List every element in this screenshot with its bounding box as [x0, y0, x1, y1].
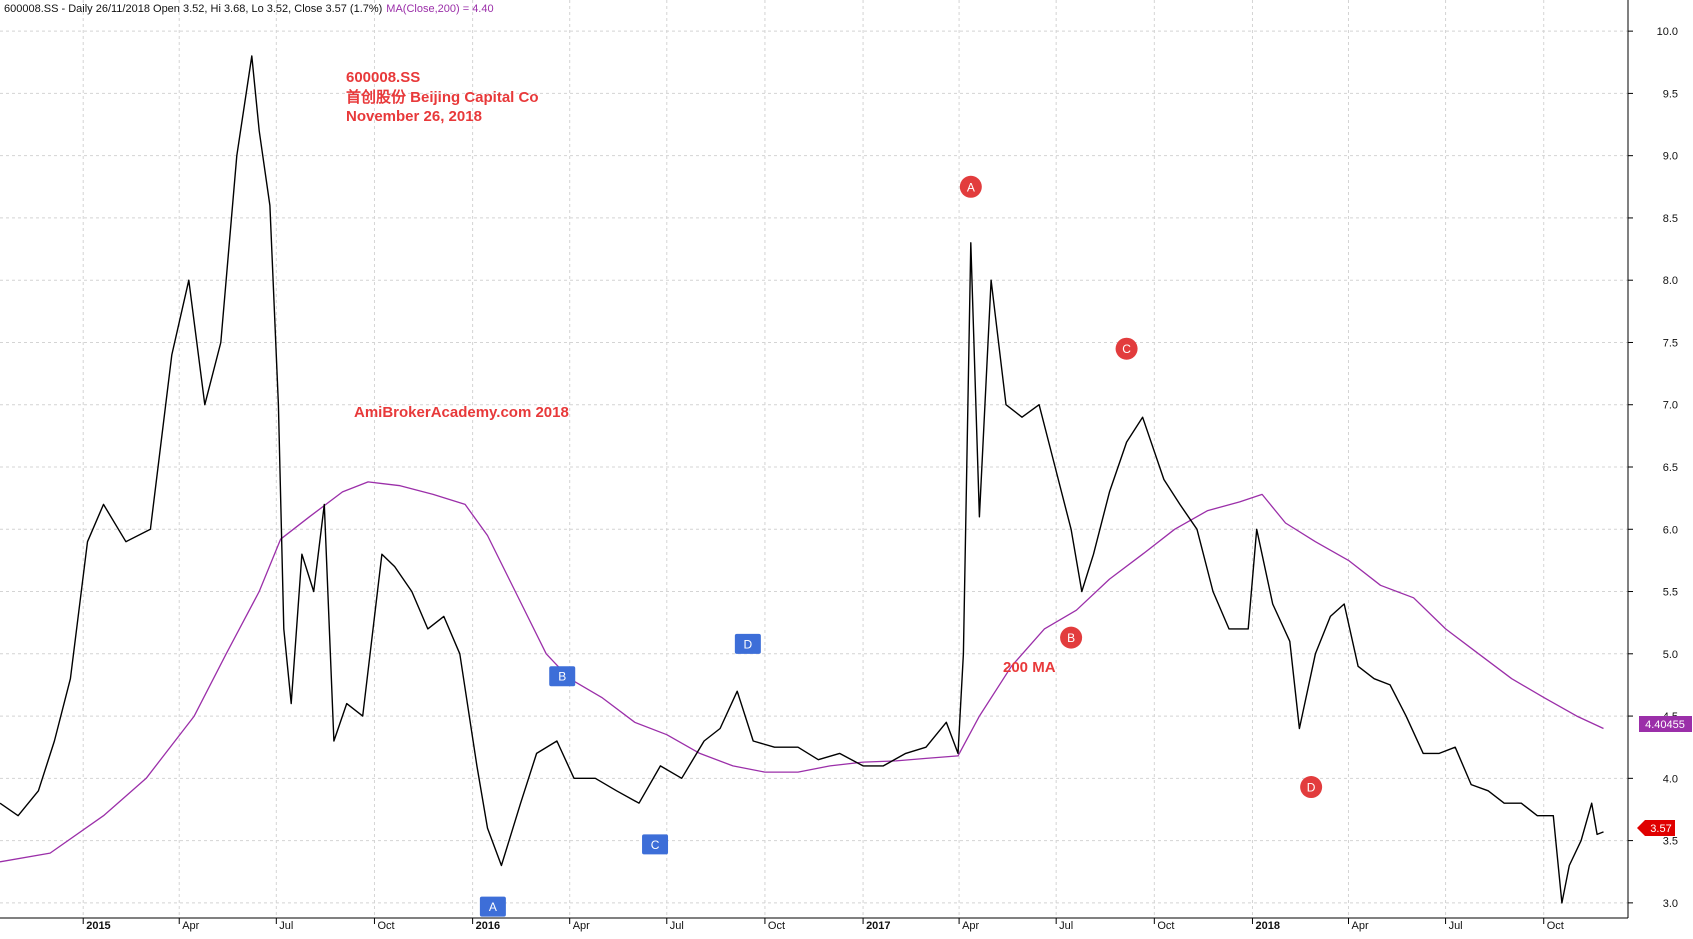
x-tick-label: Apr — [962, 920, 979, 932]
annotation-date: November 26, 2018 — [346, 108, 482, 125]
marker-box — [479, 896, 506, 917]
y-tick-label: 8.0 — [1663, 275, 1678, 287]
marker-box — [549, 666, 576, 687]
last-price-text: 3.57 — [1650, 823, 1671, 835]
marker-label: B — [558, 670, 566, 684]
y-tick-label: 9.0 — [1663, 151, 1678, 163]
header-symbol-text: 600008.SS - Daily 26/11/2018 Open 3.52, … — [4, 3, 382, 15]
marker-box-d: D — [734, 633, 761, 654]
y-tick-label: 7.0 — [1663, 400, 1678, 412]
y-tick-label: 6.5 — [1663, 462, 1678, 474]
x-tick-label: Jul — [279, 920, 293, 932]
x-tick-label: 2015 — [86, 920, 110, 932]
marker-circle-b: B — [1060, 626, 1083, 649]
x-tick-label: Apr — [182, 920, 199, 932]
marker-label: A — [967, 180, 975, 194]
x-tick-label: 2016 — [476, 920, 500, 932]
y-tick-label: 7.5 — [1663, 337, 1678, 349]
annotation-ma-label: 200 MA — [1003, 659, 1056, 676]
marker-circle — [1300, 776, 1323, 799]
marker-box-b: B — [549, 666, 576, 687]
y-tick-label: 3.5 — [1663, 836, 1678, 848]
price-line — [0, 55, 1604, 904]
marker-box — [642, 834, 669, 855]
marker-circle — [1115, 337, 1138, 360]
x-tick-label: Apr — [573, 920, 590, 932]
ma-200-line — [0, 481, 1604, 863]
header-ma-text: MA(Close,200) = 4.40 — [386, 3, 493, 15]
price-layer — [0, 55, 1604, 904]
grid-layer — [0, 0, 1628, 918]
marker-label: D — [744, 637, 753, 651]
marker-box — [734, 633, 761, 654]
marker-label: B — [1067, 631, 1075, 645]
y-tick-label: 10.0 — [1657, 26, 1678, 38]
x-tick-label: Jul — [670, 920, 684, 932]
y-tick-label: 5.5 — [1663, 587, 1678, 599]
marker-box-a: A — [479, 896, 506, 917]
x-tick-label: 2017 — [866, 920, 890, 932]
marker-circle — [1060, 626, 1083, 649]
marker-label: D — [1307, 781, 1316, 795]
x-tick-label: Jul — [1449, 920, 1463, 932]
y-tick-label: 8.5 — [1663, 213, 1678, 225]
marker-layer: A C B D B D C A — [479, 175, 1323, 917]
marker-box-c: C — [642, 834, 669, 855]
x-tick-label: Oct — [1547, 920, 1564, 932]
ma-value-badge: 4.40455 — [1639, 716, 1692, 732]
marker-circle-a: A — [959, 175, 982, 198]
ma-layer — [0, 481, 1604, 863]
y-tick-label: 4.0 — [1663, 773, 1678, 785]
marker-label: C — [1122, 342, 1131, 356]
y-tick-label: 5.0 — [1663, 649, 1678, 661]
last-price-badge: 3.57 — [1637, 820, 1675, 836]
marker-circle — [959, 175, 982, 198]
y-tick-label: 6.0 — [1663, 524, 1678, 536]
x-tick-label: 2018 — [1255, 920, 1279, 932]
marker-label: C — [651, 838, 660, 852]
x-tick-label: Oct — [768, 920, 785, 932]
y-tick-label: 3.0 — [1663, 898, 1678, 910]
annotation-watermark: AmiBrokerAcademy.com 2018 — [354, 404, 569, 421]
ma-value-text: 4.40455 — [1645, 719, 1685, 731]
marker-circle-d: D — [1300, 776, 1323, 799]
marker-label: A — [489, 900, 497, 914]
x-tick-label: Apr — [1351, 920, 1368, 932]
x-tick-label: Oct — [1157, 920, 1174, 932]
annotation-ticker: 600008.SS — [346, 69, 420, 86]
y-tick-label: 9.5 — [1663, 88, 1678, 100]
marker-circle-c: C — [1115, 337, 1138, 360]
x-tick-label: Jul — [1059, 920, 1073, 932]
annotation-company: 首创股份 Beijing Capital Co — [346, 88, 539, 106]
x-tick-label: Oct — [377, 920, 394, 932]
